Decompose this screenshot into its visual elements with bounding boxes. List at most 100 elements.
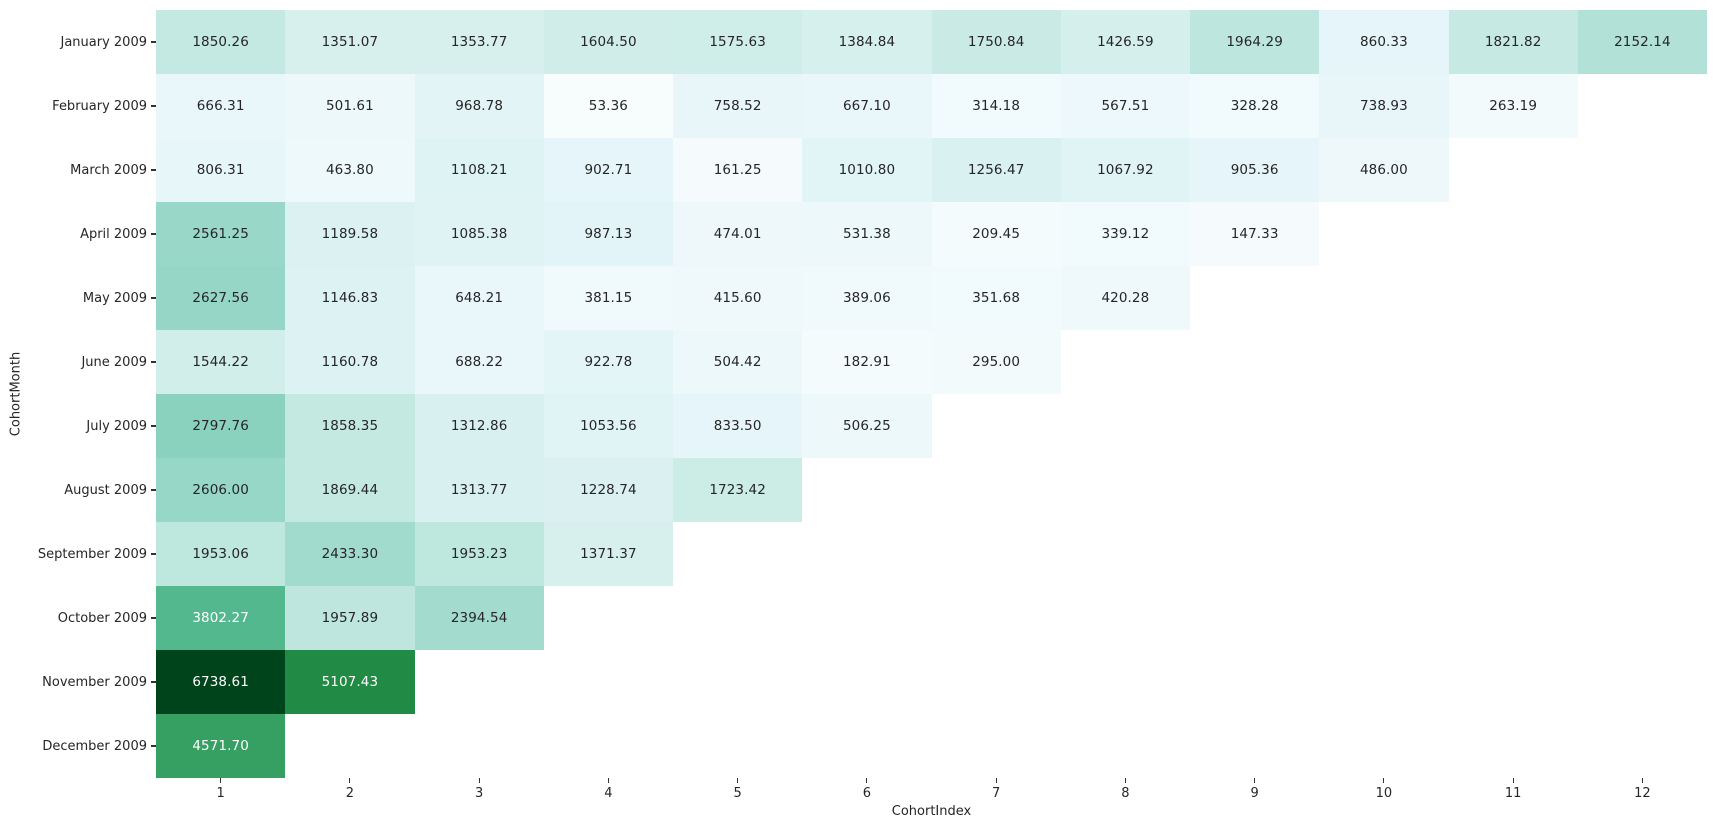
x-tick-label: 10 xyxy=(1319,778,1448,806)
heatmap-cell: 2433.30 xyxy=(285,522,415,586)
heatmap-cell: 1869.44 xyxy=(285,458,415,522)
heatmap-cell: 1010.80 xyxy=(802,138,932,202)
heatmap-cell: 1426.59 xyxy=(1060,10,1190,74)
heatmap-cell xyxy=(1319,522,1449,586)
heatmap-cell xyxy=(1319,650,1449,714)
y-tick-mark xyxy=(151,105,156,107)
y-tick-mark xyxy=(151,745,156,747)
heatmap-cell: 1146.83 xyxy=(285,266,415,330)
heatmap-cell: 2561.25 xyxy=(156,202,286,266)
heatmap-cell xyxy=(1060,458,1190,522)
heatmap-cell: 531.38 xyxy=(802,202,932,266)
heatmap-cell: 1353.77 xyxy=(414,10,544,74)
heatmap-cell xyxy=(1060,522,1190,586)
heatmap-cell: 1108.21 xyxy=(414,138,544,202)
heatmap-cell: 3802.27 xyxy=(156,586,286,650)
heatmap-cell xyxy=(285,714,415,778)
heatmap-cell: 1371.37 xyxy=(543,522,673,586)
y-tick-label: July 2009 xyxy=(0,394,156,458)
heatmap-cell: 1964.29 xyxy=(1190,10,1320,74)
x-tick-label: 3 xyxy=(415,778,544,806)
heatmap-cell xyxy=(1190,714,1320,778)
heatmap-cell: 506.25 xyxy=(802,394,932,458)
heatmap-cell: 1604.50 xyxy=(543,10,673,74)
heatmap-cell xyxy=(1190,394,1320,458)
heatmap-cell xyxy=(1060,650,1190,714)
heatmap-cell: 1384.84 xyxy=(802,10,932,74)
heatmap-cell: 1575.63 xyxy=(673,10,803,74)
heatmap-cell: 987.13 xyxy=(543,202,673,266)
x-tick-mark xyxy=(220,778,222,783)
y-tick-label: June 2009 xyxy=(0,330,156,394)
heatmap-cell xyxy=(1577,330,1707,394)
y-tick-mark xyxy=(151,361,156,363)
x-tick-mark xyxy=(1124,778,1126,783)
y-tick-mark xyxy=(151,297,156,299)
heatmap-cell xyxy=(414,714,544,778)
heatmap-cell: 1953.06 xyxy=(156,522,286,586)
heatmap-cell: 295.00 xyxy=(931,330,1061,394)
y-tick-mark xyxy=(151,425,156,427)
heatmap-cell: 1750.84 xyxy=(931,10,1061,74)
heatmap-grid: 1850.26 1351.07 1353.77 1604.50 1575.63 1384.… xyxy=(156,10,1707,778)
heatmap-cell: 1160.78 xyxy=(285,330,415,394)
y-tick-mark xyxy=(151,41,156,43)
heatmap-cell: 1228.74 xyxy=(543,458,673,522)
x-tick-label: 6 xyxy=(802,778,931,806)
heatmap-cell xyxy=(802,650,932,714)
heatmap-cell xyxy=(1577,202,1707,266)
x-tick-mark xyxy=(866,778,868,783)
heatmap-cell: 339.12 xyxy=(1060,202,1190,266)
heatmap-cell: 567.51 xyxy=(1060,74,1190,138)
heatmap-cell: 1850.26 xyxy=(156,10,286,74)
y-tick-label: May 2009 xyxy=(0,266,156,330)
heatmap-cell: 5107.43 xyxy=(285,650,415,714)
heatmap-cell xyxy=(1319,586,1449,650)
heatmap-cell: 1723.42 xyxy=(673,458,803,522)
heatmap-cell: 504.42 xyxy=(673,330,803,394)
heatmap-cell xyxy=(1190,458,1320,522)
x-tick-mark xyxy=(995,778,997,783)
heatmap-cell: 1053.56 xyxy=(543,394,673,458)
heatmap-cell: 463.80 xyxy=(285,138,415,202)
y-tick-label: December 2009 xyxy=(0,714,156,778)
heatmap-cell xyxy=(1448,330,1578,394)
y-axis-tick-labels: January 2009 February 2009 March 2009 April… xyxy=(0,10,156,778)
heatmap-cell xyxy=(1448,394,1578,458)
heatmap-cell: 1544.22 xyxy=(156,330,286,394)
y-tick-label: January 2009 xyxy=(0,10,156,74)
heatmap-cell xyxy=(1577,458,1707,522)
heatmap-cell: 1256.47 xyxy=(931,138,1061,202)
heatmap-cell: 667.10 xyxy=(802,74,932,138)
heatmap-cell xyxy=(1448,586,1578,650)
heatmap-cell xyxy=(673,586,803,650)
x-tick-mark xyxy=(1383,778,1385,783)
heatmap-cell: 501.61 xyxy=(285,74,415,138)
heatmap-cell: 1312.86 xyxy=(414,394,544,458)
heatmap-cell xyxy=(802,522,932,586)
y-tick-mark xyxy=(151,681,156,683)
heatmap-cell: 666.31 xyxy=(156,74,286,138)
heatmap-cell: 1351.07 xyxy=(285,10,415,74)
x-tick-label: 8 xyxy=(1061,778,1190,806)
heatmap-cell: 420.28 xyxy=(1060,266,1190,330)
x-tick-label: 12 xyxy=(1578,778,1707,806)
heatmap-cell xyxy=(802,714,932,778)
heatmap-cell xyxy=(1060,586,1190,650)
y-tick-mark xyxy=(151,553,156,555)
heatmap-cell xyxy=(1577,394,1707,458)
x-tick-label: 11 xyxy=(1449,778,1578,806)
heatmap-cell: 738.93 xyxy=(1319,74,1449,138)
x-tick-mark xyxy=(349,778,351,783)
heatmap-cell xyxy=(802,458,932,522)
x-axis-tick-labels: 1 2 3 4 5 6 7 8 9 10 11 12 xyxy=(156,778,1707,806)
heatmap-cell: 905.36 xyxy=(1190,138,1320,202)
heatmap-cell: 806.31 xyxy=(156,138,286,202)
heatmap-cell xyxy=(802,586,932,650)
heatmap-cell xyxy=(1060,714,1190,778)
y-tick-label: April 2009 xyxy=(0,202,156,266)
heatmap-cell: 147.33 xyxy=(1190,202,1320,266)
x-tick-label: 1 xyxy=(156,778,285,806)
x-tick-label: 4 xyxy=(544,778,673,806)
heatmap-cell xyxy=(673,650,803,714)
